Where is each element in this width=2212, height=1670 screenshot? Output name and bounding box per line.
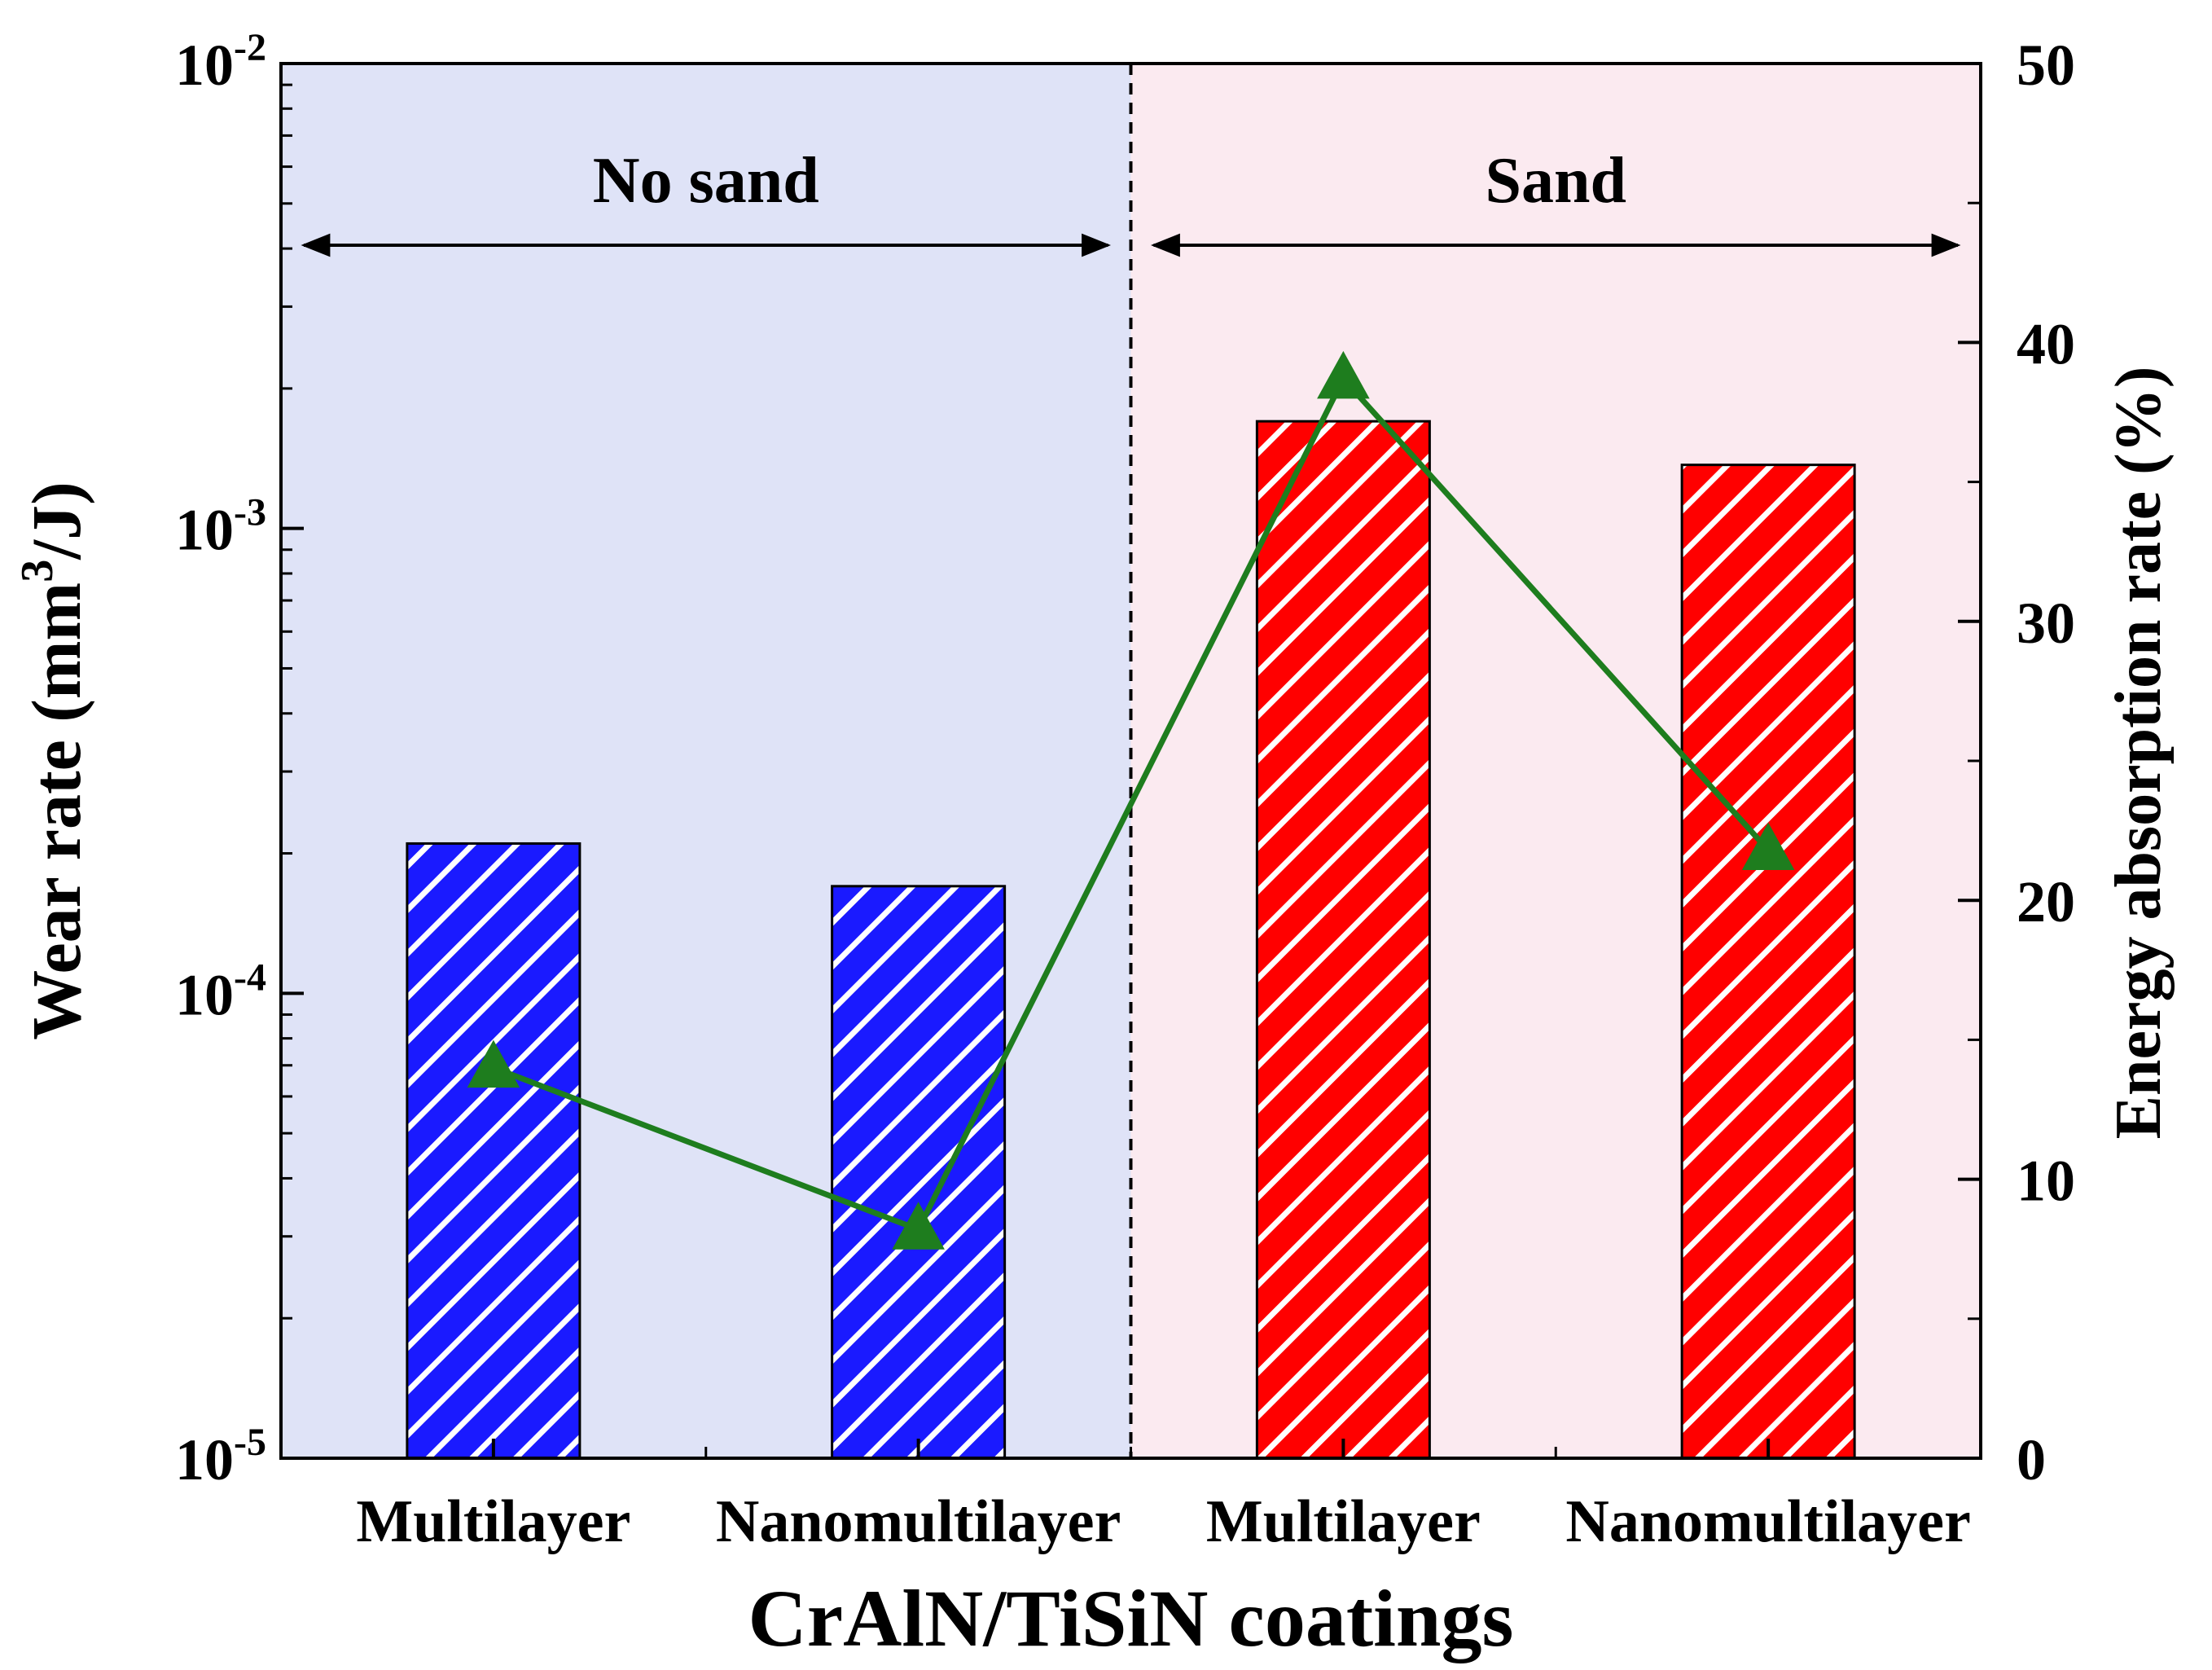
left-y-axis-title: Wear rate (mm3/J) <box>12 481 95 1040</box>
left-tick-label-3: 10-2 <box>175 26 266 98</box>
right-tick-label-0: 0 <box>2017 1427 2046 1492</box>
right-y-axis-title: Energy absorption rate (%) <box>2103 367 2175 1140</box>
x-axis-title: CrAlN/TiSiN coatings <box>748 1573 1514 1663</box>
region-labels: No sand Sand <box>301 145 1961 257</box>
right-tick-label-3: 30 <box>2017 591 2075 656</box>
left-y-axis-title-tail: /J) <box>17 481 95 560</box>
energy-line <box>492 376 1771 1233</box>
x-axis: Multilayer Nanomultilayer Multilayer Nanomu… <box>356 1439 1971 1555</box>
left-y-axis-title-sup: 3 <box>12 560 63 582</box>
right-tick-label-2: 20 <box>2017 869 2075 934</box>
region-label-0: No sand <box>593 145 819 217</box>
bar-0 <box>406 842 582 1460</box>
energy-point-2 <box>1317 350 1370 399</box>
right-tick-label-4: 40 <box>2017 311 2075 376</box>
energy-point-1 <box>892 1202 945 1250</box>
energy-line-series <box>467 350 1795 1250</box>
region-label-1: Sand <box>1486 145 1626 217</box>
x-tick-label-1: Nanomultilayer <box>716 1488 1121 1555</box>
left-tick-label-2: 10-3 <box>175 491 266 563</box>
left-y-axis-title-main: Wear rate (mm <box>17 582 95 1040</box>
energy-point-0 <box>467 1039 520 1088</box>
right-y-axis: 0 10 20 30 40 50 <box>1958 33 2075 1492</box>
left-y-axis: 10-5 10-4 10-3 10-2 <box>175 26 304 1492</box>
energy-point-3 <box>1741 822 1795 871</box>
left-tick-label-1: 10-4 <box>175 956 266 1027</box>
bar-3 <box>1680 464 1856 1460</box>
bar-1 <box>831 885 1007 1460</box>
right-tick-label-5: 50 <box>2017 33 2075 98</box>
bar-series <box>406 420 1856 1460</box>
right-tick-label-1: 10 <box>2017 1149 2075 1214</box>
x-tick-label-0: Multilayer <box>356 1488 630 1555</box>
x-tick-label-2: Multilayer <box>1206 1488 1481 1555</box>
x-tick-label-3: Nanomultilayer <box>1565 1488 1970 1555</box>
left-tick-label-0: 10-5 <box>175 1421 266 1492</box>
bar-2 <box>1255 420 1431 1460</box>
